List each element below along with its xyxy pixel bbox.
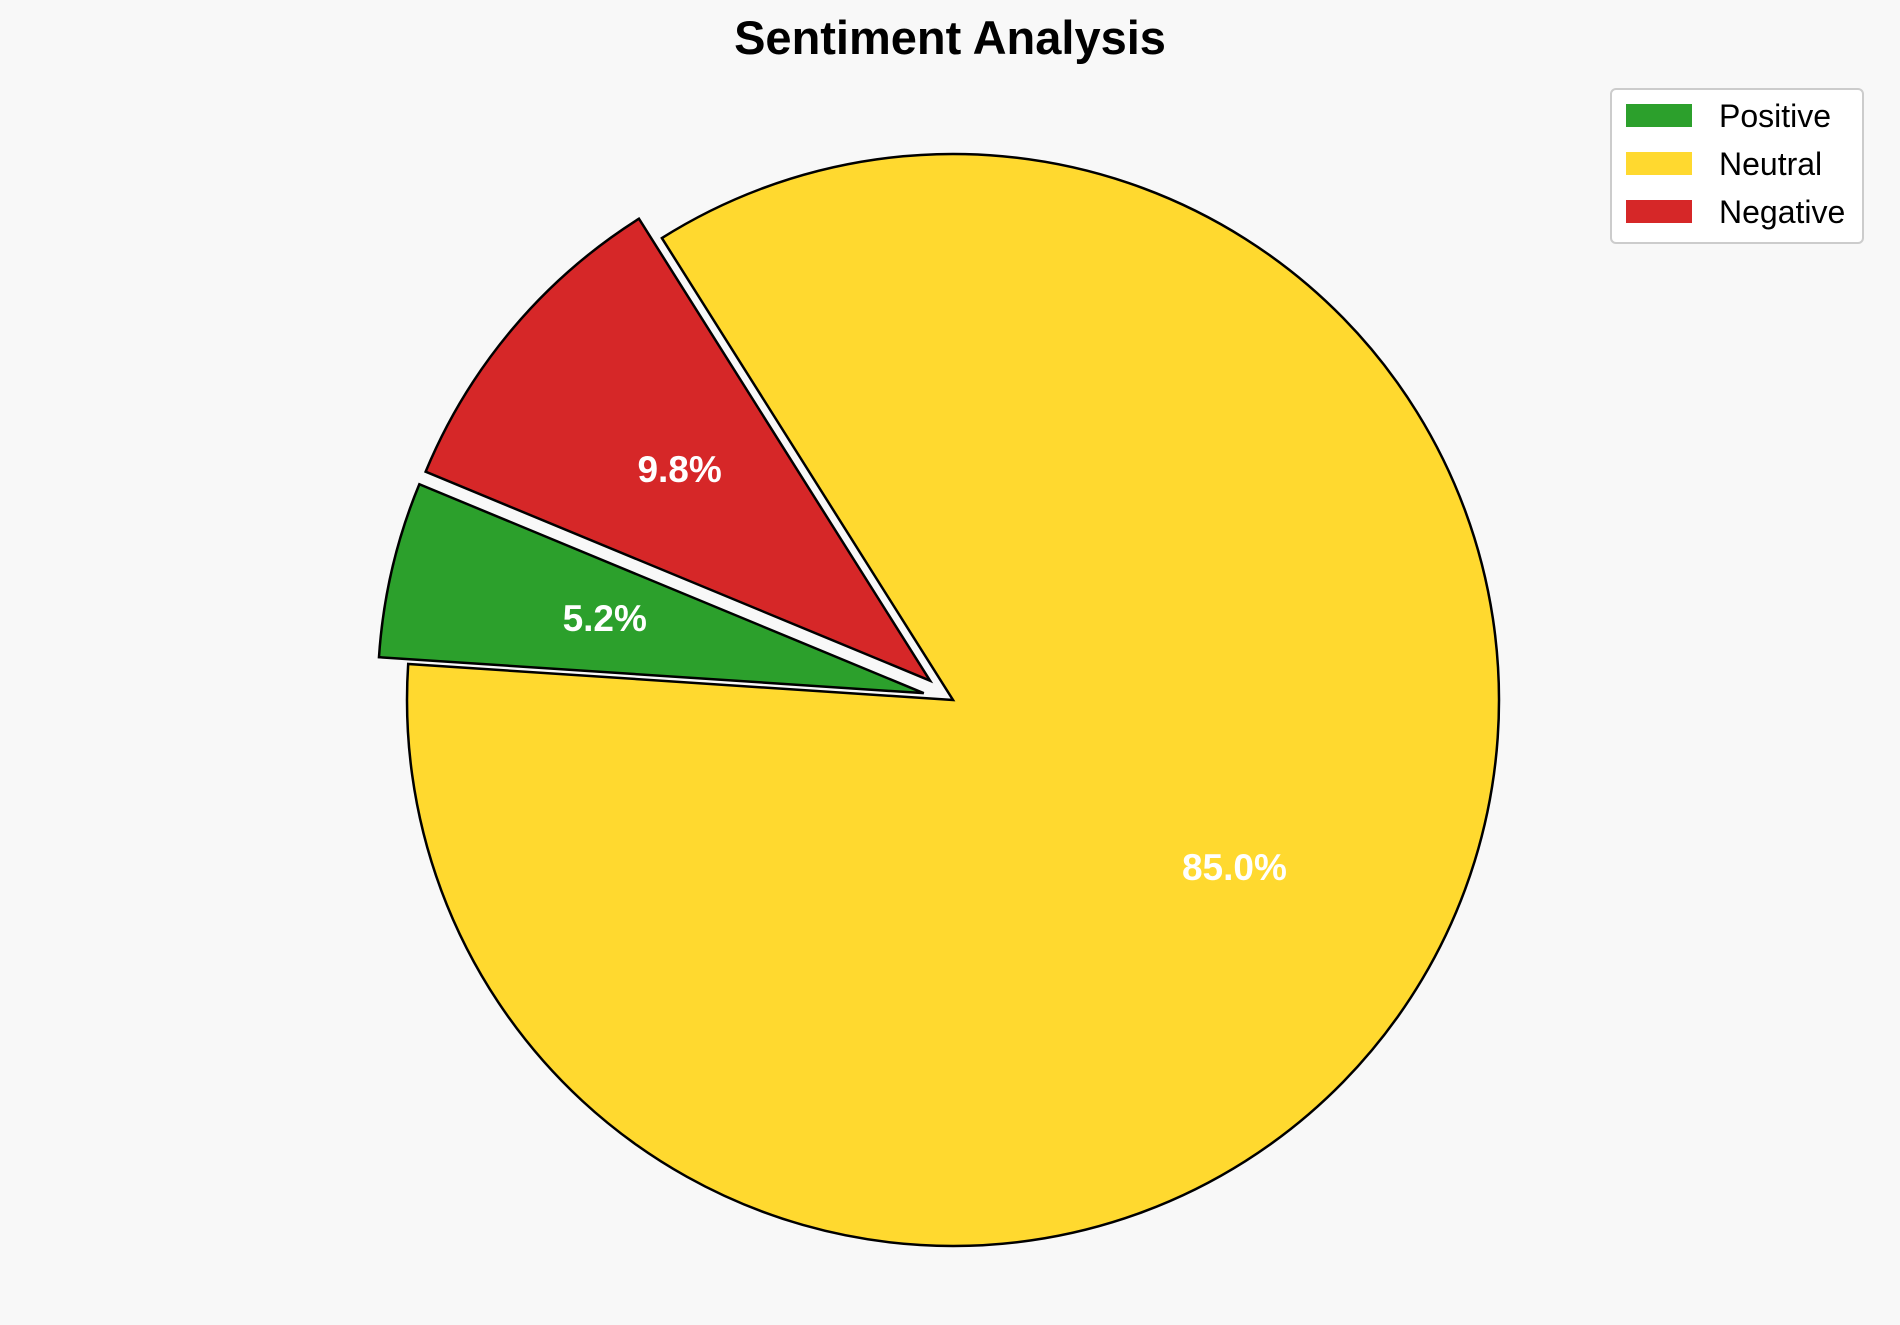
chart-title: Sentiment Analysis: [734, 11, 1166, 64]
pie-slices: [377, 152, 1501, 1248]
legend: Positive Neutral Negative: [1610, 88, 1864, 244]
legend-swatch-neutral: [1626, 152, 1692, 175]
pie-slice-positive: [377, 482, 925, 695]
slice-label-negative: 9.8%: [637, 449, 721, 490]
pie-slice-labels: 5.2% 85.0% 9.8%: [563, 449, 1287, 888]
legend-swatch-positive: [1626, 104, 1692, 127]
legend-label-positive: Positive: [1719, 98, 1831, 134]
legend-label-neutral: Neutral: [1719, 146, 1822, 182]
slice-label-neutral: 85.0%: [1182, 847, 1287, 888]
slice-label-positive: 5.2%: [563, 598, 647, 639]
pie-slice-negative: [423, 217, 934, 684]
legend-label-negative: Negative: [1719, 194, 1845, 230]
pie-slice-neutral: [405, 152, 1501, 1248]
legend-swatch-negative: [1626, 200, 1692, 223]
